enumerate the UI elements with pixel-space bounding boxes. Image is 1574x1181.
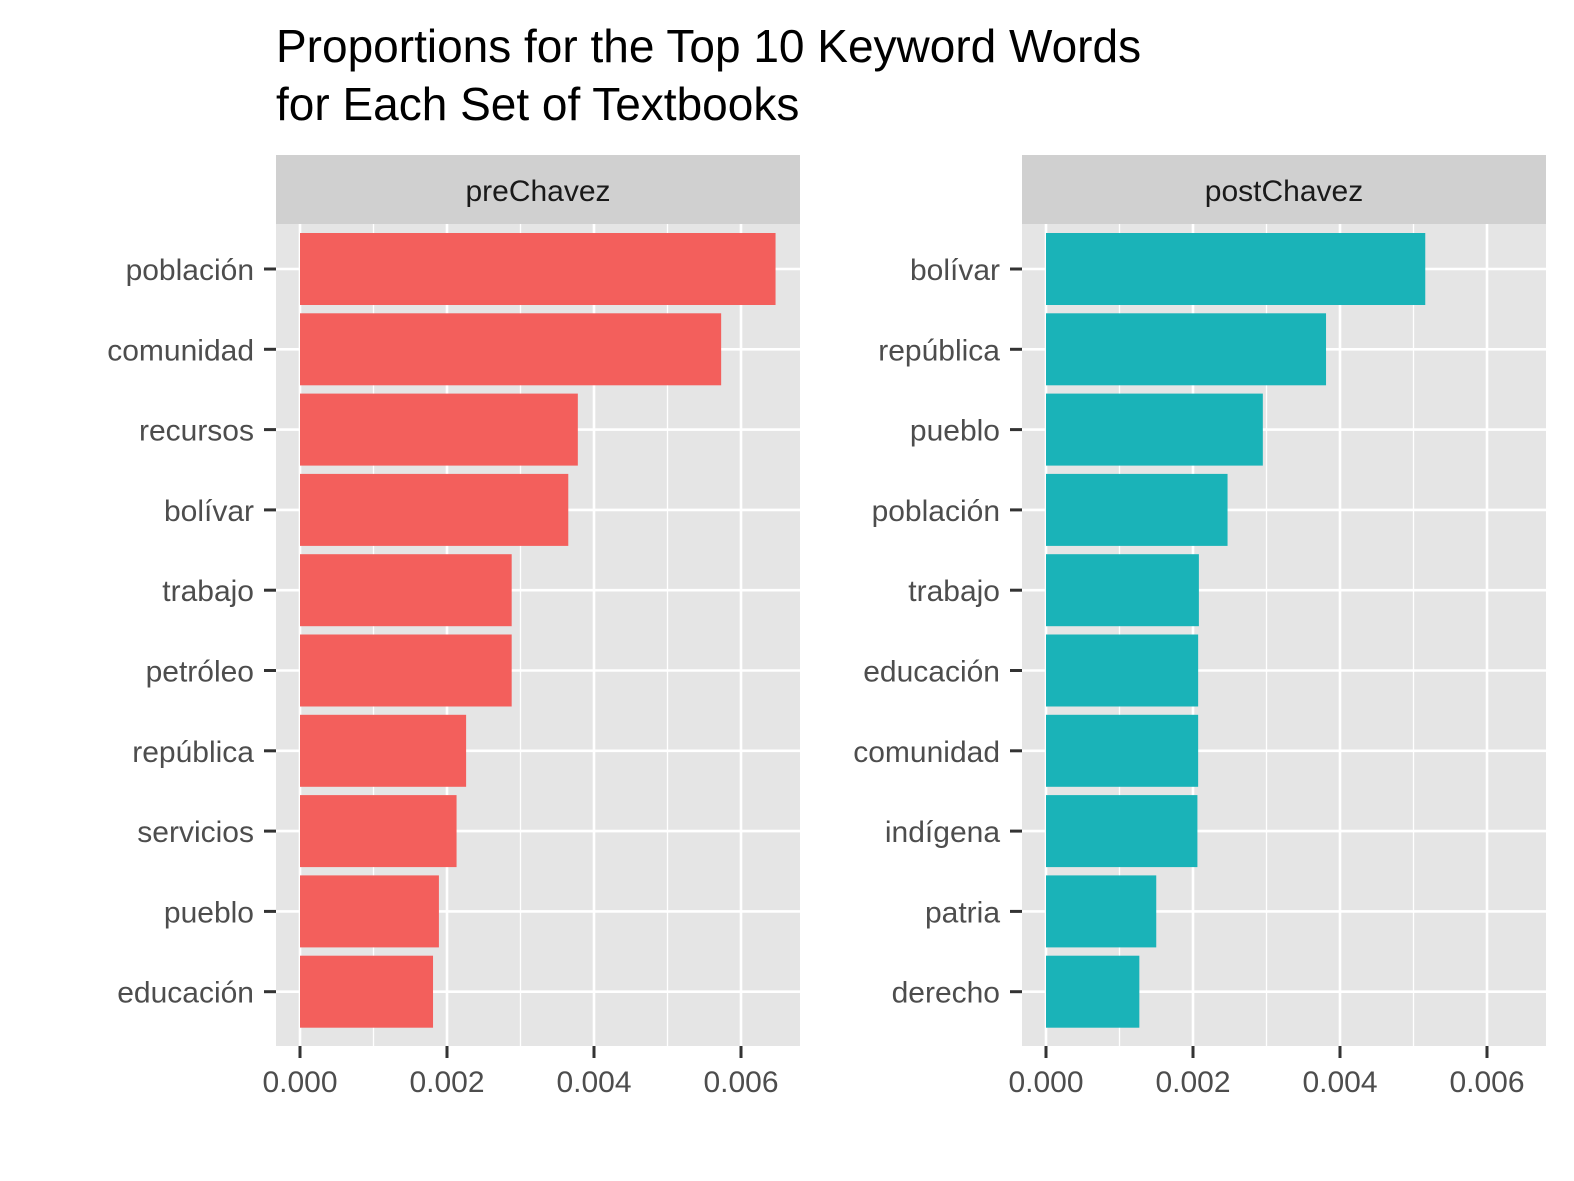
bar xyxy=(1046,473,1228,546)
bar xyxy=(1046,313,1327,386)
category-label: trabajo xyxy=(162,575,254,608)
x-tick-label: 0.002 xyxy=(1155,1066,1230,1099)
bar xyxy=(300,393,578,466)
facet-strip-label: preChavez xyxy=(465,175,610,208)
category-label: indígena xyxy=(885,816,1000,849)
category-label: pueblo xyxy=(910,415,1000,448)
category-label: patria xyxy=(925,896,1000,929)
category-label: educación xyxy=(863,656,1000,689)
category-label: república xyxy=(878,334,1000,367)
facet-strip xyxy=(276,155,800,224)
category-label: bolívar xyxy=(910,254,1000,287)
category-label: comunidad xyxy=(107,334,254,367)
chart-title: Proportions for the Top 10 Keyword Words… xyxy=(276,20,1154,130)
category-label: trabajo xyxy=(908,575,1000,608)
facet-strip-label: postChavez xyxy=(1205,175,1363,208)
chart-title-line-1: Proportions for the Top 10 Keyword Words xyxy=(276,20,1141,72)
x-tick-label: 0.006 xyxy=(1449,1066,1524,1099)
facet-strip xyxy=(1022,155,1546,224)
chart-title-line-2: for Each Set of Textbooks xyxy=(276,78,799,130)
bar xyxy=(300,795,457,868)
category-label: pueblo xyxy=(164,896,254,929)
bar xyxy=(1046,393,1263,466)
category-label: petróleo xyxy=(146,656,254,689)
bar xyxy=(1046,714,1199,787)
category-label: república xyxy=(132,736,254,769)
x-tick-label: 0.000 xyxy=(262,1066,337,1099)
bar xyxy=(300,955,434,1028)
bar xyxy=(300,473,569,546)
bar xyxy=(1046,795,1198,868)
bar xyxy=(300,634,512,707)
category-label: bolívar xyxy=(164,495,254,528)
bar xyxy=(300,714,467,787)
panels: preChavez población comunidad recursos bolív… xyxy=(107,155,1546,1099)
category-label: población xyxy=(872,495,1000,528)
category-label: derecho xyxy=(892,977,1000,1010)
bar xyxy=(1046,554,1199,627)
category-label: comunidad xyxy=(853,736,1000,769)
category-label: educación xyxy=(117,977,254,1010)
bar xyxy=(1046,634,1199,707)
x-tick-label: 0.004 xyxy=(1302,1066,1377,1099)
bar xyxy=(300,875,439,948)
bar xyxy=(300,313,722,386)
bar xyxy=(300,233,776,305)
panel-postChavez: postChavez bolívar república pueblo població… xyxy=(853,155,1546,1099)
bar xyxy=(300,554,512,627)
bar xyxy=(1046,955,1140,1028)
bar xyxy=(1046,875,1157,948)
x-tick-label: 0.006 xyxy=(703,1066,778,1099)
category-label: población xyxy=(126,254,254,287)
bar xyxy=(1046,233,1426,305)
category-label: servicios xyxy=(137,816,254,849)
category-label: recursos xyxy=(139,415,254,448)
x-tick-label: 0.002 xyxy=(409,1066,484,1099)
x-tick-label: 0.004 xyxy=(556,1066,631,1099)
x-tick-label: 0.000 xyxy=(1008,1066,1083,1099)
panel-preChavez: preChavez población comunidad recursos bolív… xyxy=(107,155,800,1099)
